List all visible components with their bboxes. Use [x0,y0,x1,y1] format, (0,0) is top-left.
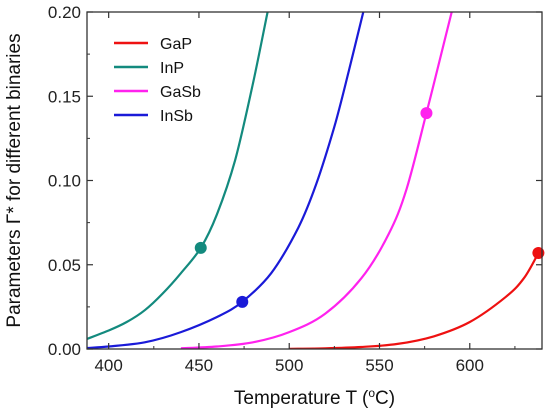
x-axis-title: Temperature T (oC) [234,386,395,409]
y-tick-label: 0.20 [48,3,81,22]
series-line-insb [87,12,365,349]
legend-label-gap: GaP [160,36,192,53]
legend-label-gasb: GaSb [160,84,201,101]
x-tick-label: 450 [185,356,213,375]
legend-label-insb: InSb [160,108,193,125]
legend-label-inp: InP [160,60,184,77]
plot-frame [86,11,543,350]
y-tick-label: 0.15 [48,87,81,106]
x-tick-label: 550 [365,356,393,375]
series-layer [87,12,545,349]
series-marker-inp [194,241,207,254]
x-tick-label: 400 [94,356,122,375]
y-axis-title: Parameters Γ* for different binaries [4,33,25,327]
y-tick-label: 0.00 [48,340,81,359]
series-marker-insb [236,295,249,308]
series-line-gasb [180,12,453,349]
series-line-inp [87,12,269,340]
tick-layer: 400 450 500 550 600 0.00 0.05 0.10 0.15 0.20 [48,3,542,375]
x-tick-label: 600 [456,356,484,375]
y-tick-label: 0.05 [48,256,81,275]
x-tick-label: 500 [275,356,303,375]
y-tick-label: 0.10 [48,172,81,191]
legend: GaP InP GaSb InSb [114,36,201,125]
series-marker-gasb [420,107,433,120]
series-line-gap [289,252,540,349]
